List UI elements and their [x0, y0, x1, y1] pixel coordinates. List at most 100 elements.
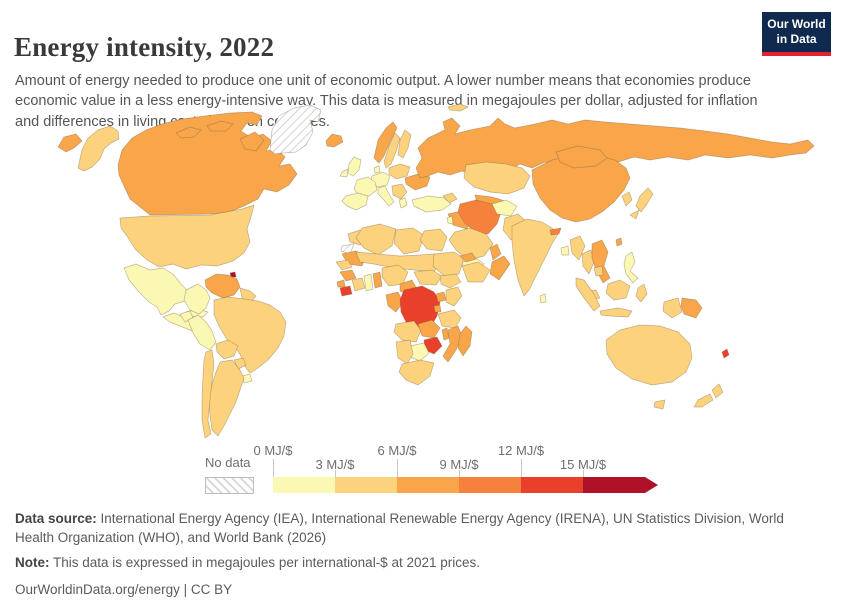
country-finland[interactable] — [397, 129, 412, 159]
country-russia-chukotka[interactable] — [57, 133, 83, 153]
country-afghanistan[interactable] — [491, 199, 518, 217]
country-sri-lanka[interactable] — [539, 293, 547, 304]
country-australia[interactable] — [605, 324, 693, 386]
country-ethiopia[interactable] — [461, 261, 491, 283]
country-kenya[interactable] — [445, 286, 463, 307]
country-south-africa[interactable] — [398, 359, 435, 386]
country-mongolia[interactable] — [555, 145, 608, 169]
country-jordan[interactable] — [446, 215, 454, 225]
country-sierra-leone[interactable] — [336, 279, 346, 288]
country-rwanda-burundi[interactable] — [433, 304, 442, 313]
country-malawi[interactable] — [441, 327, 450, 341]
country-greenland[interactable] — [269, 104, 322, 155]
country-zambia[interactable] — [417, 319, 441, 339]
country-ukraine[interactable] — [404, 173, 431, 191]
country-canada-arctic2[interactable] — [206, 120, 234, 132]
country-canada-arctic3[interactable] — [239, 131, 265, 152]
country-canada-arctic1[interactable] — [175, 126, 202, 139]
country-ireland[interactable] — [339, 168, 349, 178]
country-indonesia-sumatra[interactable] — [575, 277, 601, 312]
country-russia[interactable] — [415, 117, 815, 179]
country-poland[interactable] — [388, 163, 411, 180]
country-senegal[interactable] — [335, 259, 353, 271]
country-mozambique[interactable] — [442, 325, 463, 363]
country-saudi-arabia[interactable] — [448, 227, 494, 261]
country-new-caledonia[interactable] — [721, 348, 730, 359]
country-central-african-republic[interactable] — [413, 269, 443, 286]
country-thailand[interactable] — [581, 249, 595, 275]
country-cote-divoire[interactable] — [351, 277, 366, 292]
country-india[interactable] — [511, 218, 559, 297]
country-eritrea[interactable] — [459, 252, 477, 263]
country-ghana[interactable] — [363, 273, 374, 292]
country-namibia[interactable] — [395, 339, 414, 365]
country-cambodia[interactable] — [593, 265, 604, 277]
country-turkey[interactable] — [411, 195, 452, 213]
country-argentina[interactable] — [208, 359, 245, 437]
country-norway[interactable] — [373, 121, 398, 164]
country-libya[interactable] — [393, 227, 425, 255]
country-alaska-us[interactable] — [77, 125, 120, 172]
country-bangladesh[interactable] — [560, 245, 570, 256]
country-new-zealand-north[interactable] — [711, 383, 724, 399]
country-svalbard[interactable] — [447, 103, 469, 112]
country-italy[interactable] — [377, 185, 395, 207]
country-togo-benin[interactable] — [372, 271, 383, 289]
country-republic-of-congo[interactable] — [385, 291, 404, 313]
country-brazil[interactable] — [213, 296, 287, 374]
country-tanzania[interactable] — [437, 309, 462, 329]
country-philippines[interactable] — [623, 251, 639, 284]
legend-bin-15-plus[interactable] — [583, 477, 645, 493]
country-france[interactable] — [353, 176, 378, 198]
country-taiwan[interactable] — [615, 237, 623, 247]
country-indonesia-java[interactable] — [599, 307, 633, 318]
country-colombia[interactable] — [183, 283, 211, 315]
country-greece[interactable] — [398, 197, 408, 209]
country-chile[interactable] — [201, 349, 215, 439]
country-iran[interactable] — [457, 199, 502, 235]
no-data-swatch[interactable] — [205, 477, 254, 494]
country-indonesia-papua[interactable] — [662, 297, 683, 319]
country-sweden[interactable] — [383, 132, 401, 169]
country-south-sudan[interactable] — [439, 273, 462, 289]
country-nepal[interactable] — [549, 227, 562, 236]
country-algeria[interactable] — [355, 223, 397, 256]
country-united-states[interactable] — [119, 204, 255, 270]
country-denmark[interactable] — [373, 165, 381, 174]
country-japan-south[interactable] — [629, 209, 640, 220]
country-venezuela[interactable] — [204, 273, 241, 299]
owid-logo[interactable]: Our World in Data — [762, 12, 831, 56]
country-uganda[interactable] — [435, 291, 447, 303]
country-japan[interactable] — [635, 187, 654, 213]
country-madagascar[interactable] — [457, 325, 473, 357]
country-uruguay[interactable] — [241, 373, 253, 384]
legend-bin-6-9[interactable] — [397, 477, 459, 493]
country-indonesia-borneo[interactable] — [605, 279, 631, 301]
country-mexico[interactable] — [123, 263, 190, 316]
country-papua-new-guinea[interactable] — [680, 297, 703, 319]
country-balkans[interactable] — [391, 183, 408, 200]
country-united-kingdom[interactable] — [347, 156, 362, 177]
country-iceland[interactable] — [325, 133, 344, 148]
legend-bin-3-6[interactable] — [335, 477, 397, 493]
country-egypt[interactable] — [419, 228, 448, 252]
country-sudan[interactable] — [432, 251, 465, 277]
country-bolivia[interactable] — [215, 339, 239, 360]
country-canada[interactable] — [117, 111, 298, 216]
country-new-zealand-south[interactable] — [693, 393, 714, 408]
country-guinea[interactable] — [339, 269, 357, 282]
country-peru[interactable] — [187, 314, 217, 351]
country-vietnam[interactable] — [591, 239, 611, 284]
owid-link[interactable]: OurWorldinData.org/energy | CC BY — [15, 581, 233, 597]
legend-bin-9-12[interactable] — [459, 477, 521, 493]
country-spain[interactable] — [341, 192, 369, 211]
country-angola[interactable] — [393, 320, 422, 343]
country-south-korea[interactable] — [621, 191, 633, 207]
country-somalia[interactable] — [489, 255, 511, 281]
legend-bin-0-3[interactable] — [273, 477, 335, 493]
legend-bin-12-15[interactable] — [521, 477, 583, 493]
country-trinidad[interactable] — [229, 271, 237, 278]
country-australia-tasmania[interactable] — [653, 399, 666, 410]
country-myanmar[interactable] — [569, 235, 586, 261]
country-liberia[interactable] — [339, 285, 353, 297]
